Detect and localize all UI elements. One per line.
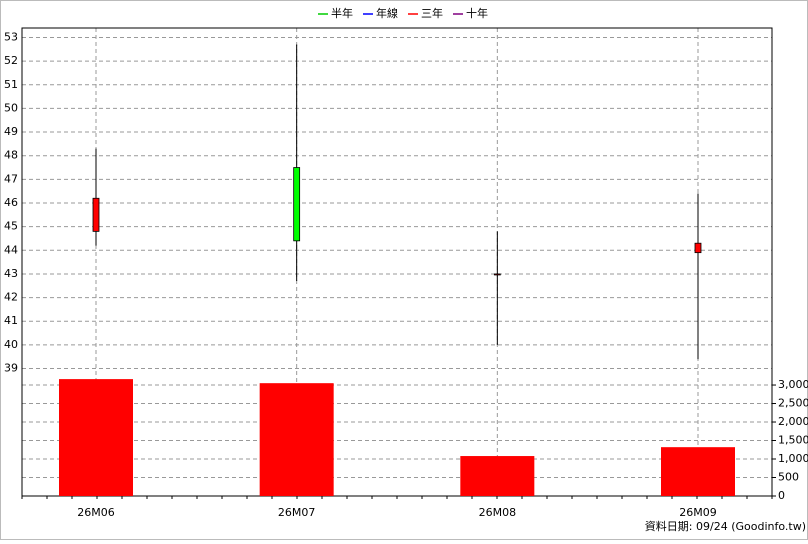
volume-bar [259,383,334,496]
x-tick-label: 26M09 [679,506,717,519]
candle-body [293,167,301,242]
y2-tick-label: 2,000 [778,415,808,428]
volume-bar [460,456,535,496]
y-tick-label: 51 [4,78,18,91]
y2-tick-label: 3,000 [778,378,808,391]
y-tick-label: 41 [4,314,18,327]
y-tick-label: 42 [4,291,18,304]
y-tick-label: 46 [4,196,18,209]
y-tick-label: 48 [4,149,18,162]
y-tick-label: 43 [4,267,18,280]
x-tick-label: 26M06 [77,506,115,519]
legend-label: 年線 [376,6,398,20]
y2-tick-label: 1,000 [778,452,808,465]
volume-bar [59,379,133,496]
y-tick-label: 47 [4,172,18,185]
y-tick-label: 49 [4,125,18,138]
y2-tick-label: 1,500 [778,434,808,447]
legend-label: 半年 [331,6,353,20]
candle-body [694,242,702,254]
source-note: 資料日期: 09/24 (Goodinfo.tw) [645,519,806,533]
candle-body [493,273,501,276]
y-tick-label: 50 [4,101,18,114]
legend-label: 三年 [421,6,443,20]
y-tick-label: 44 [4,243,18,256]
legend-label: 十年 [466,6,488,20]
y2-tick-label: 2,500 [778,397,808,410]
candle-body [92,197,100,232]
y-tick-label: 40 [4,338,18,351]
volume-bar [661,447,735,496]
x-tick-label: 26M07 [278,506,316,519]
y-tick-label: 52 [4,54,18,67]
y2-tick-label: 0 [778,489,785,502]
x-tick-label: 26M08 [479,506,517,519]
y-tick-label: 53 [4,30,18,43]
y2-tick-label: 500 [778,471,799,484]
y-tick-label: 45 [4,220,18,233]
y-tick-label: 39 [4,362,18,375]
